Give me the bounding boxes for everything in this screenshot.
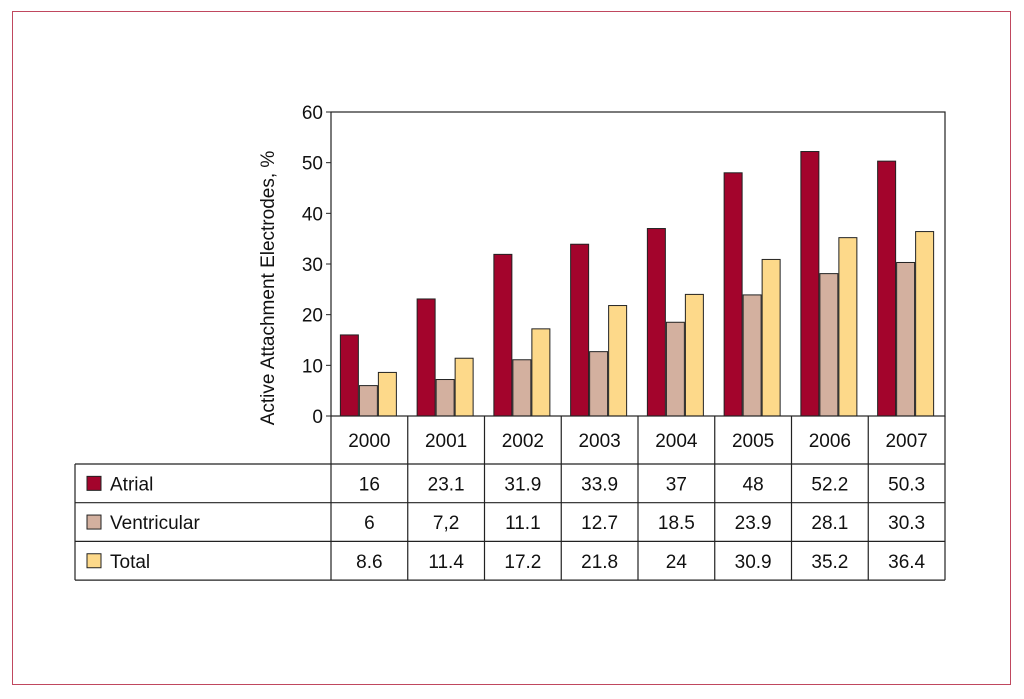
x-tick-label: 2006 <box>809 431 851 452</box>
bar-atrial-2007 <box>877 160 897 417</box>
data-label-atrial: 37 <box>666 474 687 495</box>
data-label-ventricular: 6 <box>364 513 375 534</box>
bar-ventricular-2005 <box>742 294 762 417</box>
bar-total-2003 <box>608 305 628 417</box>
data-label-total: 11.4 <box>428 552 464 573</box>
data-label-atrial: 50.3 <box>888 474 925 495</box>
data-label-atrial: 23.1 <box>428 474 465 495</box>
data-label-total: 36.4 <box>888 552 925 573</box>
x-tick-label: 2000 <box>348 431 390 452</box>
bar-total-2004 <box>684 293 704 417</box>
bar-ventricular-2007 <box>896 261 916 417</box>
legend-swatch-atrial <box>86 475 102 491</box>
bar-total-2001 <box>454 357 474 417</box>
legend-swatch-ventricular <box>86 514 102 530</box>
y-tick-label: 40 <box>302 204 323 225</box>
bar-atrial-2001 <box>416 298 436 417</box>
y-tick-label: 60 <box>302 103 323 124</box>
x-tick-label: 2003 <box>578 431 620 452</box>
bar-ventricular-2006 <box>819 273 839 417</box>
y-tick-label: 50 <box>302 154 323 175</box>
bar-atrial-2006 <box>800 151 820 417</box>
data-label-ventricular: 11.1 <box>505 513 541 534</box>
data-label-atrial: 33.9 <box>581 474 618 495</box>
data-label-ventricular: 7,2 <box>433 513 459 534</box>
data-label-atrial: 31.9 <box>504 474 541 495</box>
data-label-total: 30.9 <box>735 552 772 573</box>
data-label-ventricular: 30.3 <box>888 513 925 534</box>
y-axis-label: Active Attachment Electrodes, % <box>258 151 279 426</box>
bar-ventricular-2000 <box>358 385 378 417</box>
legend-swatch-total <box>86 553 102 569</box>
data-label-total: 8.6 <box>356 552 382 573</box>
bar-atrial-2000 <box>339 334 359 417</box>
data-label-total: 35.2 <box>811 552 848 573</box>
bar-atrial-2005 <box>723 172 743 417</box>
data-label-atrial: 48 <box>743 474 764 495</box>
data-label-atrial: 16 <box>359 474 380 495</box>
legend-label-total: Total <box>110 552 150 573</box>
data-label-ventricular: 12.7 <box>581 513 618 534</box>
y-tick-label: 0 <box>312 407 323 428</box>
x-tick-label: 2005 <box>732 431 774 452</box>
y-tick-label: 30 <box>302 255 323 276</box>
x-tick-label: 2004 <box>655 431 698 452</box>
data-label-total: 24 <box>666 552 688 573</box>
bar-ventricular-2004 <box>665 321 685 417</box>
bar-ventricular-2003 <box>589 351 609 417</box>
data-label-ventricular: 23.9 <box>735 513 772 534</box>
legend-label-ventricular: Ventricular <box>110 513 200 534</box>
data-label-total: 21.8 <box>581 552 618 573</box>
bar-total-2007 <box>915 231 935 417</box>
bar-total-2000 <box>377 371 397 417</box>
bar-total-2005 <box>761 258 781 417</box>
bar-atrial-2003 <box>570 243 590 417</box>
x-tick-label: 2007 <box>885 431 927 452</box>
data-label-ventricular: 28.1 <box>811 513 848 534</box>
bar-atrial-2002 <box>493 253 513 417</box>
bar-atrial-2004 <box>646 228 666 417</box>
y-tick-label: 20 <box>302 306 323 327</box>
data-label-ventricular: 18.5 <box>658 513 695 534</box>
data-label-total: 17.2 <box>504 552 541 573</box>
bar-ventricular-2002 <box>512 359 532 417</box>
bar-total-2002 <box>531 328 551 417</box>
data-label-atrial: 52.2 <box>811 474 848 495</box>
legend-label-atrial: Atrial <box>110 474 153 495</box>
figure-frame <box>12 11 1011 685</box>
x-tick-label: 2002 <box>502 431 544 452</box>
x-tick-label: 2001 <box>425 431 467 452</box>
y-tick-label: 10 <box>302 356 323 377</box>
bar-total-2006 <box>838 237 858 417</box>
bar-ventricular-2001 <box>435 379 455 417</box>
